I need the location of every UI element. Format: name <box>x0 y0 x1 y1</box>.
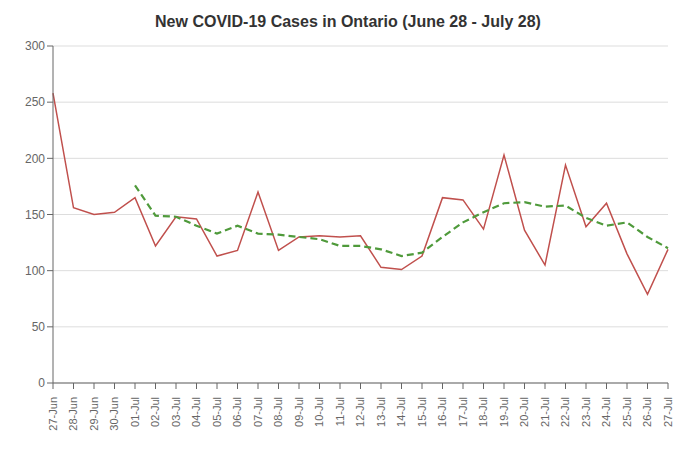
svg-text:150: 150 <box>25 208 45 222</box>
svg-text:25-Jul: 25-Jul <box>621 397 633 427</box>
svg-text:250: 250 <box>25 95 45 109</box>
svg-text:13-Jul: 13-Jul <box>375 397 387 427</box>
svg-text:15-Jul: 15-Jul <box>416 397 428 427</box>
svg-text:06-Jul: 06-Jul <box>231 397 243 427</box>
svg-text:0: 0 <box>38 376 45 390</box>
svg-text:100: 100 <box>25 264 45 278</box>
svg-text:21-Jul: 21-Jul <box>539 397 551 427</box>
svg-text:50: 50 <box>32 320 46 334</box>
svg-text:16-Jul: 16-Jul <box>436 397 448 427</box>
svg-text:28-Jun: 28-Jun <box>67 397 79 431</box>
svg-text:18-Jul: 18-Jul <box>477 397 489 427</box>
svg-text:30-Jun: 30-Jun <box>108 397 120 431</box>
svg-text:09-Jul: 09-Jul <box>293 397 305 427</box>
svg-text:27-Jun: 27-Jun <box>47 397 59 431</box>
svg-text:27-Jul: 27-Jul <box>662 397 674 427</box>
svg-text:20-Jul: 20-Jul <box>518 397 530 427</box>
svg-text:11-Jul: 11-Jul <box>334 397 346 426</box>
svg-text:24-Jul: 24-Jul <box>600 397 612 427</box>
svg-text:300: 300 <box>25 39 45 53</box>
svg-text:14-Jul: 14-Jul <box>395 397 407 427</box>
svg-text:01-Jul: 01-Jul <box>129 397 141 427</box>
svg-text:02-Jul: 02-Jul <box>149 397 161 427</box>
svg-text:03-Jul: 03-Jul <box>170 397 182 427</box>
svg-text:07-Jul: 07-Jul <box>252 397 264 427</box>
svg-text:26-Jul: 26-Jul <box>641 397 653 427</box>
svg-text:17-Jul: 17-Jul <box>457 397 469 427</box>
html-text:New COVID-19 Cases in Ontario: New COVID-19 Cases in Ontario (June 28 -… <box>155 13 541 30</box>
svg-text:22-Jul: 22-Jul <box>559 397 571 427</box>
svg-text:200: 200 <box>25 152 45 166</box>
svg-text:19-Jul: 19-Jul <box>498 397 510 427</box>
svg-text:04-Jul: 04-Jul <box>190 397 202 427</box>
svg-text:10-Jul: 10-Jul <box>313 397 325 427</box>
svg-text:08-Jul: 08-Jul <box>272 397 284 427</box>
svg-text:29-Jun: 29-Jun <box>88 397 100 431</box>
svg-text:23-Jul: 23-Jul <box>580 397 592 427</box>
svg-text:05-Jul: 05-Jul <box>211 397 223 427</box>
svg-text:12-Jul: 12-Jul <box>354 397 366 427</box>
